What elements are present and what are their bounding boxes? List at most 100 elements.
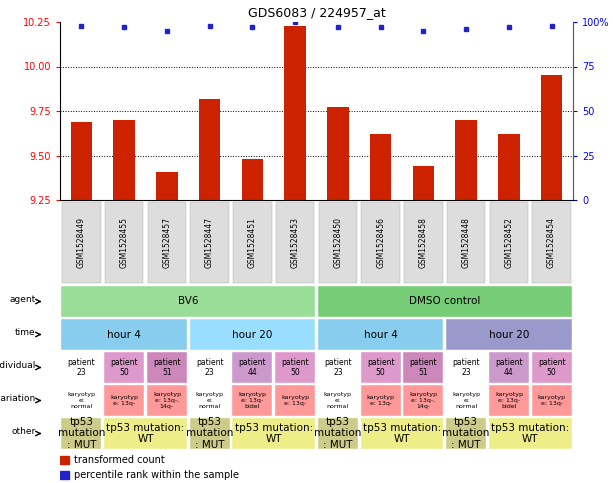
Text: hour 20: hour 20 [489,329,529,340]
Bar [61,418,102,449]
Text: GSM1528453: GSM1528453 [291,217,300,268]
Text: patient
50: patient 50 [110,358,138,377]
Bar [531,385,572,416]
Text: patient
44: patient 44 [238,358,266,377]
Text: karyotyp
e: 13q-: karyotyp e: 13q- [281,395,309,406]
Bar [498,134,520,200]
Bar [403,352,443,383]
Bar [233,202,272,284]
Text: patient
23: patient 23 [324,358,352,377]
Text: karyotyp
e: 13q-,
14q-: karyotyp e: 13q-, 14q- [409,392,437,409]
Text: hour 20: hour 20 [232,329,273,340]
Bar [275,352,315,383]
Bar [490,202,528,284]
Text: agent: agent [9,295,36,304]
Text: GSM1528452: GSM1528452 [504,217,513,268]
Text: patient
23: patient 23 [67,358,95,377]
Text: hour 4: hour 4 [364,329,398,340]
Text: tp53
mutation
: MUT: tp53 mutation : MUT [443,417,490,450]
Text: GSM1528454: GSM1528454 [547,217,556,268]
Text: patient
50: patient 50 [281,358,309,377]
Text: karyotyp
e: 13q-: karyotyp e: 13q- [110,395,138,406]
Bar [232,385,272,416]
Text: GSM1528457: GSM1528457 [162,217,172,268]
Text: patient
44: patient 44 [495,358,523,377]
Text: hour 4: hour 4 [107,329,141,340]
Bar [318,418,358,449]
Bar [318,385,358,416]
Text: genotype/variation: genotype/variation [0,394,36,403]
Bar [447,202,485,284]
Bar [104,385,144,416]
Bar [60,455,69,464]
Text: patient
23: patient 23 [452,358,480,377]
Bar [189,418,230,449]
Title: GDS6083 / 224957_at: GDS6083 / 224957_at [248,6,386,19]
Text: patient
23: patient 23 [196,358,223,377]
Text: tp53 mutation:
WT: tp53 mutation: WT [491,423,569,444]
Bar [370,134,391,200]
Text: percentile rank within the sample: percentile rank within the sample [74,470,239,480]
Bar [362,202,400,284]
Text: karyotyp
e:
normal: karyotyp e: normal [452,392,480,409]
Bar [318,319,443,350]
Bar [403,385,443,416]
Bar [360,418,443,449]
Bar [446,385,486,416]
Bar [360,385,401,416]
Text: karyotyp
e: 13q-: karyotyp e: 13q- [367,395,395,406]
Bar [242,159,263,200]
Bar [105,202,143,284]
Bar [189,385,230,416]
Text: transformed count: transformed count [74,455,165,465]
Bar [532,202,571,284]
Bar [284,26,306,200]
Text: karyotyp
e:
normal: karyotyp e: normal [324,392,352,409]
Bar [61,286,315,317]
Text: DMSO control: DMSO control [409,297,481,307]
Bar [318,286,572,317]
Bar [147,352,187,383]
Text: GSM1528458: GSM1528458 [419,217,428,268]
Text: time: time [15,328,36,337]
Text: GSM1528450: GSM1528450 [333,217,343,268]
Text: patient
51: patient 51 [409,358,437,377]
Bar [489,418,572,449]
Text: GSM1528451: GSM1528451 [248,217,257,268]
Text: patient
50: patient 50 [538,358,565,377]
Bar [413,166,434,200]
Text: karyotyp
e:
normal: karyotyp e: normal [67,392,96,409]
Bar [446,418,486,449]
Text: tp53
mutation
: MUT: tp53 mutation : MUT [58,417,105,450]
Text: GSM1528447: GSM1528447 [205,217,214,268]
Text: individual: individual [0,361,36,370]
Bar [489,385,529,416]
Bar [61,352,102,383]
Bar [446,319,572,350]
Bar [276,202,314,284]
Text: tp53
mutation
: MUT: tp53 mutation : MUT [314,417,362,450]
Bar [189,319,315,350]
Text: karyotyp
e: 13q-: karyotyp e: 13q- [538,395,566,406]
Text: tp53 mutation:
WT: tp53 mutation: WT [107,423,185,444]
Bar [104,418,187,449]
Bar [318,352,358,383]
Text: other: other [11,427,36,436]
Bar [113,120,135,200]
Bar [489,352,529,383]
Bar [156,171,178,200]
Text: patient
51: patient 51 [153,358,181,377]
Bar [327,107,349,200]
Bar [62,202,101,284]
Bar [232,352,272,383]
Bar [446,352,486,383]
Bar [275,385,315,416]
Text: BV6: BV6 [178,297,199,307]
Text: karyotyp
e: 13q-
bidel: karyotyp e: 13q- bidel [495,392,523,409]
Bar [60,471,69,479]
Bar [61,319,187,350]
Bar [360,352,401,383]
Text: GSM1528448: GSM1528448 [462,217,471,268]
Text: karyotyp
e: 13q-
bidel: karyotyp e: 13q- bidel [238,392,267,409]
Text: GSM1528449: GSM1528449 [77,217,86,268]
